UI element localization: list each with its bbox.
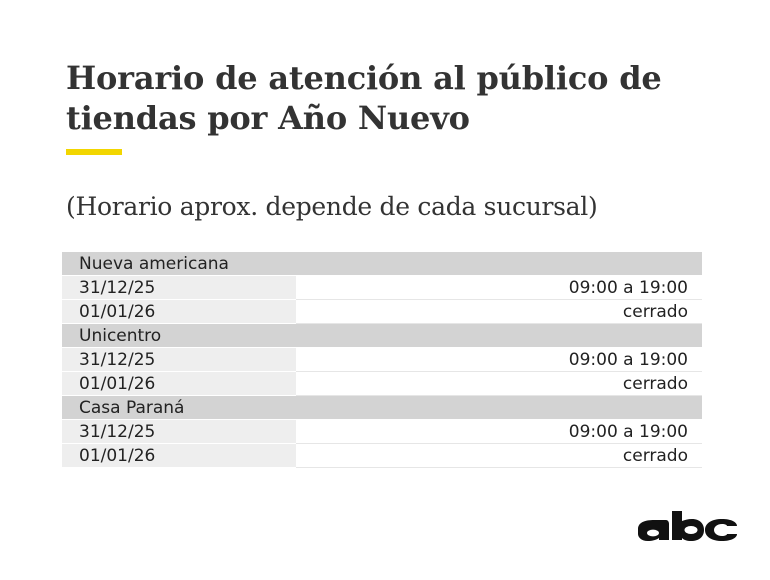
hours-cell: cerrado (296, 371, 702, 396)
hours-cell: 09:00 a 19:00 (296, 347, 702, 372)
store-header-row: Casa Paraná (62, 395, 702, 420)
abc-logo-icon (638, 511, 737, 541)
date-cell: 31/12/25 (62, 275, 296, 300)
store-header-row: Unicentro (62, 323, 702, 348)
page-subtitle: (Horario aprox. depende de cada sucursal… (66, 192, 598, 221)
table-row: 01/01/26 cerrado (62, 443, 702, 468)
store-header-spacer (296, 395, 702, 420)
hours-cell: cerrado (296, 443, 702, 468)
date-cell: 01/01/26 (62, 443, 296, 468)
store-header-row: Nueva americana (62, 252, 702, 276)
hours-cell: cerrado (296, 299, 702, 324)
store-header-spacer (296, 252, 702, 276)
schedule-table: Nueva americana 31/12/25 09:00 a 19:00 0… (62, 252, 702, 468)
hours-cell: 09:00 a 19:00 (296, 419, 702, 444)
store-name: Casa Paraná (62, 395, 296, 420)
date-cell: 01/01/26 (62, 371, 296, 396)
store-name: Unicentro (62, 323, 296, 348)
store-header-spacer (296, 323, 702, 348)
table-row: 31/12/25 09:00 a 19:00 (62, 347, 702, 372)
date-cell: 31/12/25 (62, 419, 296, 444)
table-row: 01/01/26 cerrado (62, 371, 702, 396)
page-title: Horario de atención al público de tienda… (66, 59, 662, 137)
date-cell: 31/12/25 (62, 347, 296, 372)
table-row: 31/12/25 09:00 a 19:00 (62, 275, 702, 300)
store-name: Nueva americana (62, 252, 296, 276)
title-accent-bar (66, 149, 122, 155)
hours-cell: 09:00 a 19:00 (296, 275, 702, 300)
table-row: 01/01/26 cerrado (62, 299, 702, 324)
date-cell: 01/01/26 (62, 299, 296, 324)
table-row: 31/12/25 09:00 a 19:00 (62, 419, 702, 444)
